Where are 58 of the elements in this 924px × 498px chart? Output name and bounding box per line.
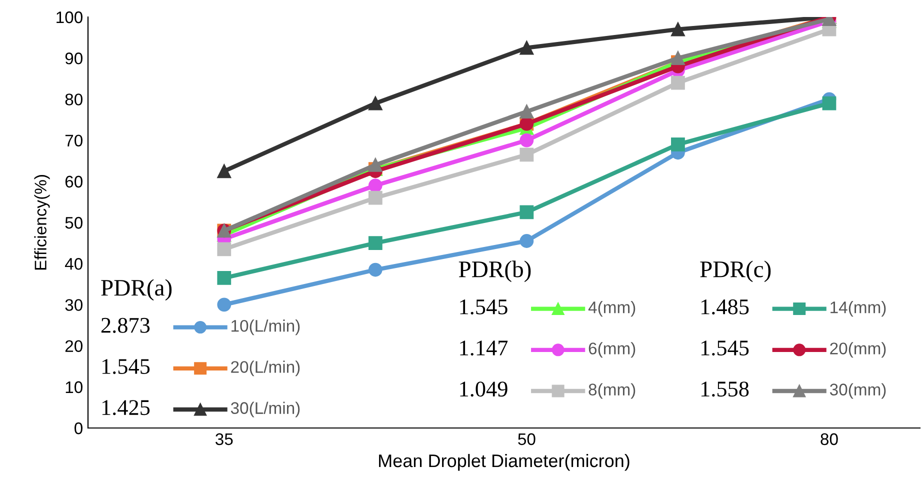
point [368,190,382,205]
y-tick-label: 60 [65,176,82,188]
y-tick-label: 30 [65,299,82,311]
y-tick-label: 0 [74,422,82,434]
point [520,133,534,148]
annotation: 1.485 [701,299,749,314]
annotation: 1.147 [460,340,508,356]
annotation: 1.545 [701,340,749,356]
legend-label: 6(mm) [588,342,636,358]
point [822,96,836,110]
annotation: 1.049 [460,382,508,397]
x-axis-title: Mean Droplet Diameter(micron) [379,454,630,471]
annotation: 1.425 [102,400,150,416]
annotation: PDR(c) [700,260,771,282]
point [671,137,685,152]
y-tick-label: 20 [65,340,82,352]
point [217,164,232,178]
annotation: 1.545 [102,359,150,374]
y-tick-label: 40 [64,258,82,270]
legend-label: 20(L/min) [231,360,300,376]
point [368,178,382,192]
point [217,298,232,312]
y-tick-label: 50 [65,216,82,229]
point [520,148,534,162]
legend-label: 30(L/min) [230,402,300,418]
point [368,262,382,277]
legend-label: 14(mm) [830,301,886,317]
point [520,205,534,220]
legend-label: 8(mm) [588,383,636,399]
y-tick-label: 90 [65,52,82,64]
point [671,51,685,66]
point [671,22,685,36]
point [368,158,382,172]
point [217,242,232,256]
y-tick-label: 80 [65,94,82,106]
legend-label: 20(mm) [830,342,886,358]
point [368,96,382,110]
point [520,104,534,118]
point [217,271,232,285]
y-tick-label: 100 [56,11,82,24]
point [520,234,534,248]
x-tick-label: 80 [820,433,838,446]
x-tick-label: 50 [518,433,536,446]
annotation: PDR(a) [101,279,172,301]
annotation: 1.545 [460,299,508,314]
y-tick-label: 10 [66,381,82,394]
point [368,236,382,250]
annotation: 2.873 [101,318,150,333]
y-axis-title: Efficiency(%) [34,175,50,270]
annotation: 1.558 [701,382,749,397]
annotation: PDR(b) [458,260,531,282]
point [520,40,534,55]
y-tick-label: 70 [65,134,82,147]
point [671,76,685,90]
legend-label: 10(L/min) [232,320,300,336]
legend-label: 4(mm) [588,301,636,317]
x-tick-label: 35 [216,433,233,446]
legend-label: 30(mm) [830,383,886,399]
